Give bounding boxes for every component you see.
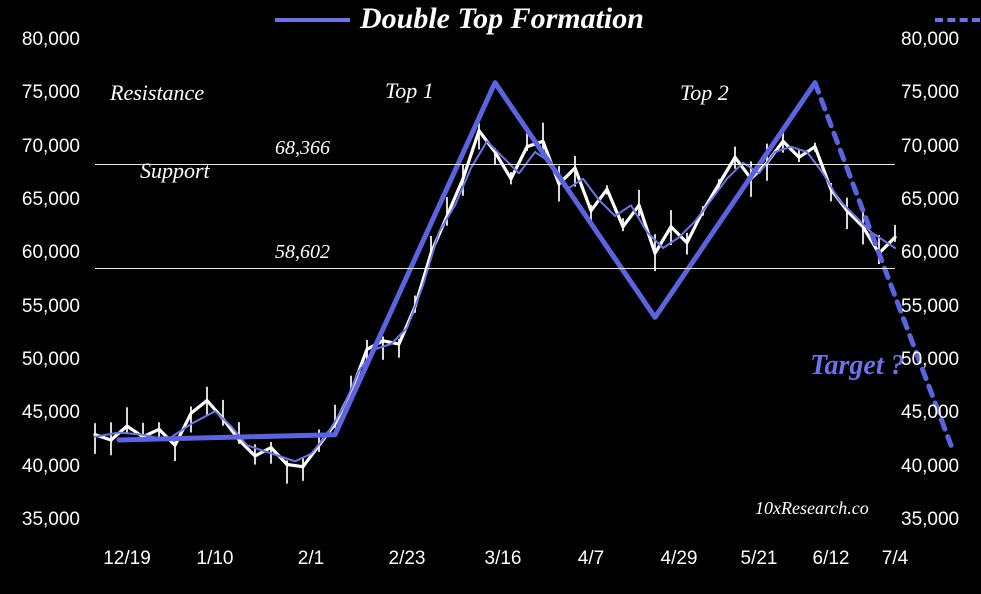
- x-tick: 2/1: [281, 548, 341, 570]
- x-tick: 3/16: [473, 548, 533, 570]
- level-line: [95, 164, 895, 165]
- x-tick: 12/19: [97, 548, 157, 570]
- x-tick: 2/23: [377, 548, 437, 570]
- y-tick-right: 70,000: [901, 136, 981, 158]
- y-tick-left: 60,000: [0, 242, 80, 264]
- y-tick-right: 80,000: [901, 29, 981, 51]
- x-tick: 4/29: [649, 548, 709, 570]
- y-tick-left: 35,000: [0, 509, 80, 531]
- level-label: 68,366: [240, 137, 330, 160]
- x-tick: 5/21: [729, 548, 789, 570]
- resistance-label: Resistance: [110, 80, 204, 106]
- y-tick-right: 50,000: [901, 349, 981, 371]
- x-tick: 7/4: [865, 548, 925, 570]
- y-tick-right: 75,000: [901, 82, 981, 104]
- support-label: Support: [140, 158, 210, 184]
- y-tick-left: 40,000: [0, 456, 80, 478]
- x-tick: 4/7: [561, 548, 621, 570]
- y-tick-right: 55,000: [901, 296, 981, 318]
- y-tick-left: 45,000: [0, 402, 80, 424]
- y-tick-left: 70,000: [0, 136, 80, 158]
- y-tick-right: 60,000: [901, 242, 981, 264]
- level-label: 58,602: [240, 241, 330, 264]
- x-tick: 1/10: [185, 548, 245, 570]
- y-tick-left: 75,000: [0, 82, 80, 104]
- top1-label: Top 1: [385, 78, 434, 104]
- level-line: [95, 268, 895, 269]
- credit-label: 10xResearch.co: [755, 498, 869, 519]
- top2-label: Top 2: [680, 80, 729, 106]
- y-tick-right: 45,000: [901, 402, 981, 424]
- y-tick-left: 65,000: [0, 189, 80, 211]
- y-tick-left: 55,000: [0, 296, 80, 318]
- target-label: Target ?: [810, 350, 905, 382]
- x-tick: 6/12: [801, 548, 861, 570]
- price-chart: { "canvas": {"w":981,"h":594}, "plot": {…: [0, 0, 981, 594]
- y-tick-right: 65,000: [901, 189, 981, 211]
- y-tick-left: 50,000: [0, 349, 80, 371]
- y-tick-left: 80,000: [0, 29, 80, 51]
- y-tick-right: 35,000: [901, 509, 981, 531]
- y-tick-right: 40,000: [901, 456, 981, 478]
